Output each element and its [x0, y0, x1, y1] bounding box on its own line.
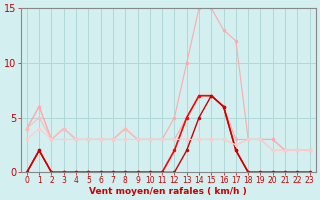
X-axis label: Vent moyen/en rafales ( km/h ): Vent moyen/en rafales ( km/h )	[89, 187, 247, 196]
